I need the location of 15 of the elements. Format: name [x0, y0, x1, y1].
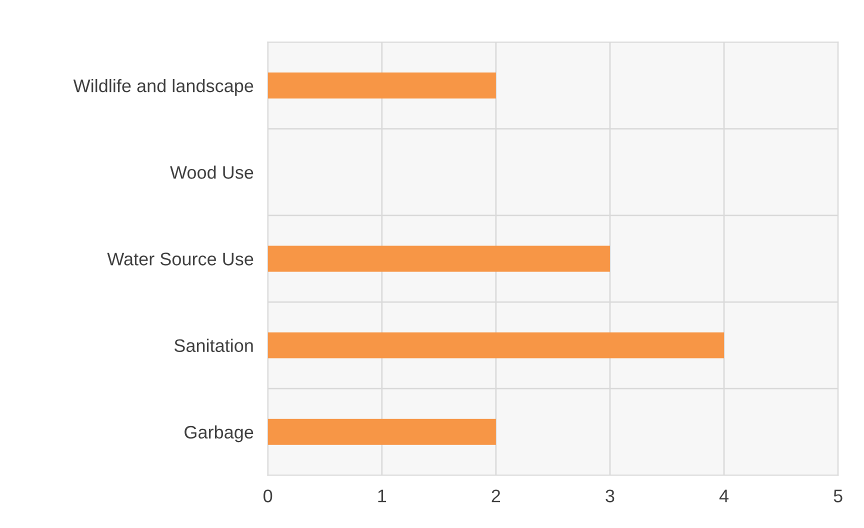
- x-tick-label: 2: [492, 490, 500, 502]
- x-tick-label: 1: [378, 490, 386, 502]
- x-tick-label: 4: [719, 490, 729, 502]
- y-tick-label: Wildlife and landscape: [73, 78, 254, 96]
- x-tick-label: 3: [606, 490, 614, 502]
- bar: [268, 418, 496, 445]
- bar: [268, 332, 724, 358]
- x-tick-label: 5: [834, 490, 842, 502]
- bar: [268, 72, 496, 99]
- bar: [268, 246, 610, 272]
- y-tick-label: Garbage: [184, 425, 254, 442]
- y-tick-label: Wood Use: [170, 166, 254, 179]
- x-tick-label: 0: [264, 490, 272, 502]
- y-tick-label: Water Source Use: [107, 252, 254, 266]
- y-tick-label: Sanitation: [174, 338, 253, 352]
